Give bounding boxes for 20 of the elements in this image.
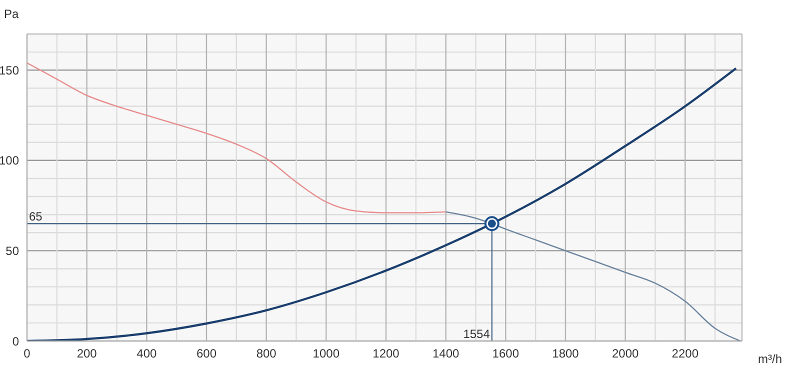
x-tick-label: 0	[24, 346, 31, 361]
x-axis-title: m³/h	[758, 352, 782, 366]
ref-line-label: 65	[29, 210, 43, 224]
x-tick-label: 1400	[432, 346, 460, 361]
x-tick-label: 2000	[612, 346, 639, 361]
x-tick-label: 400	[136, 346, 157, 361]
y-tick-label: 0	[12, 334, 20, 348]
x-tick-label: 1200	[372, 346, 400, 361]
x-tick-label: 2200	[672, 346, 699, 361]
x-tick-label: 1000	[312, 346, 340, 361]
x-tick-label: 600	[196, 346, 217, 361]
ref-line-label: 1554	[463, 327, 490, 341]
x-tick-label: 1800	[552, 346, 580, 361]
x-tick-label: 800	[256, 346, 277, 361]
y-tick-label: 150	[0, 63, 20, 78]
y-tick-label: 50	[6, 244, 20, 258]
y-tick-label: 100	[0, 154, 20, 168]
y-axis-title: Pa	[4, 7, 20, 21]
x-tick-label: 200	[76, 346, 98, 361]
x-tick-label: 1600	[492, 346, 520, 361]
